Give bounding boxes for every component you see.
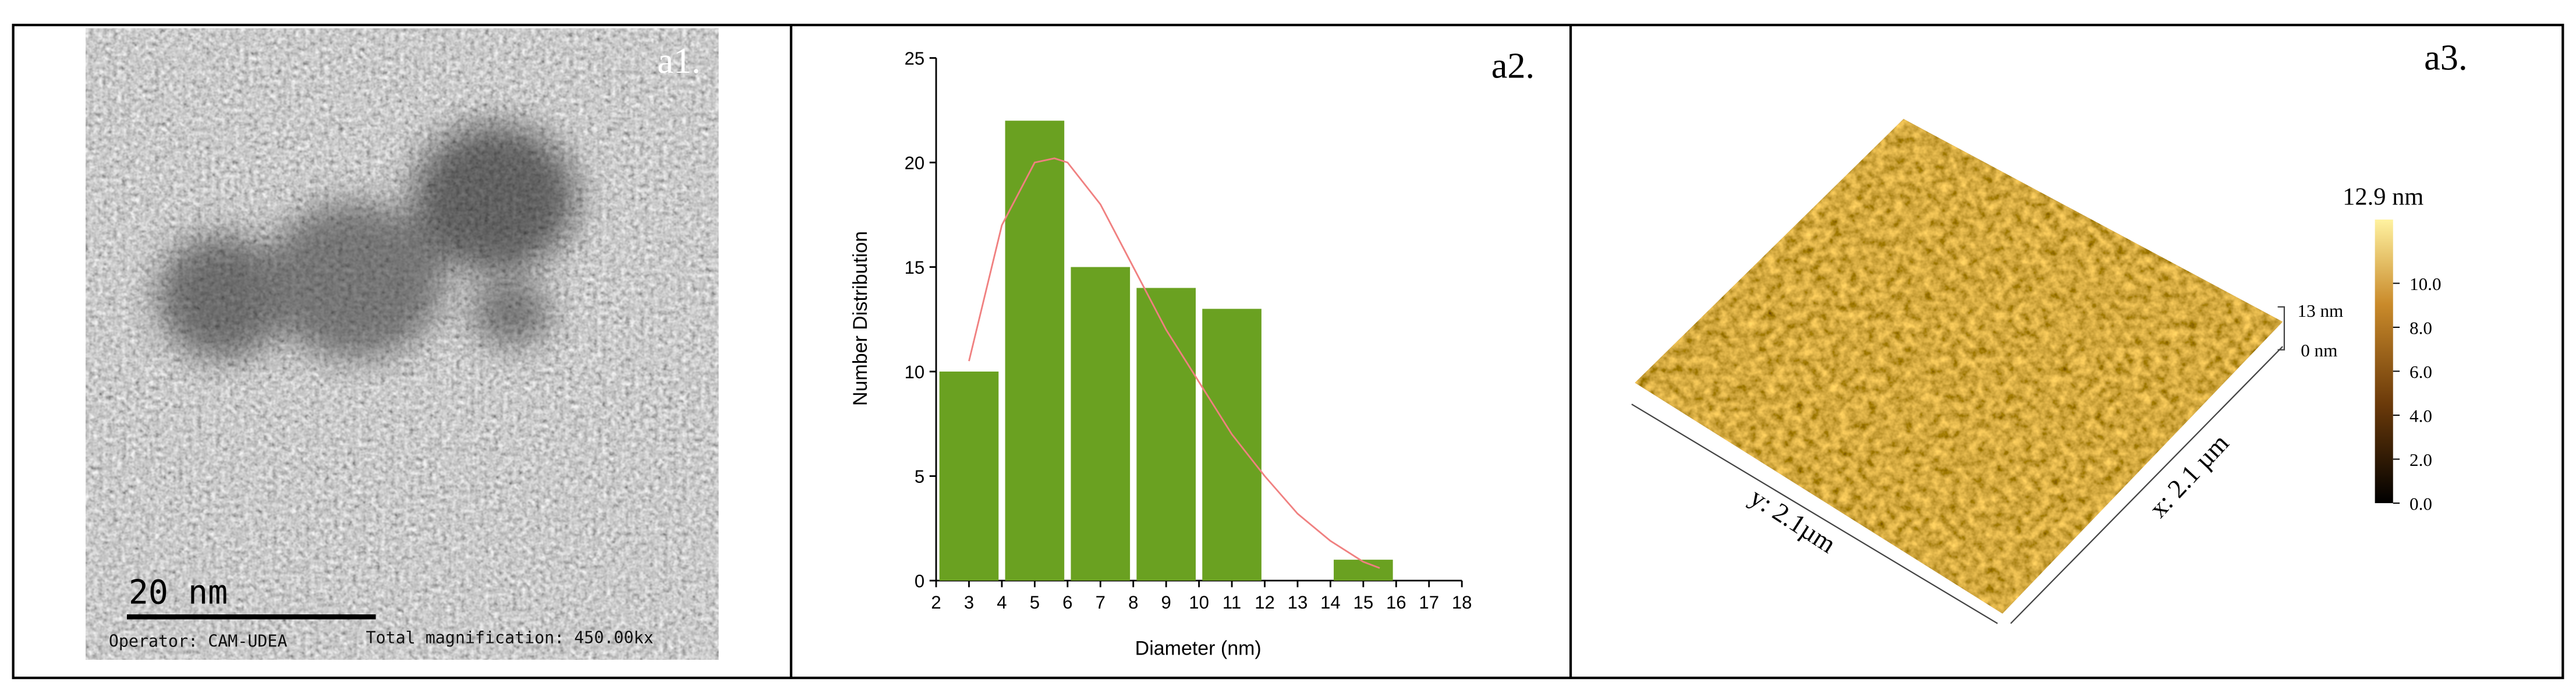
y-tick-label: 25 [905,48,925,69]
x-tick-label: 2 [931,592,941,613]
x-tick-label: 4 [997,592,1007,613]
x-tick-label: 8 [1128,592,1138,613]
x-tick-label: 16 [1386,592,1406,613]
x-tick-label: 7 [1096,592,1105,613]
x-tick-label: 5 [1030,592,1040,613]
y-tick-label: 10 [905,362,925,382]
afm-surface [1631,119,2286,624]
x-tick-label: 12 [1255,592,1275,613]
panel-label: a3. [2424,38,2467,77]
x-tick-label: 10 [1189,592,1209,613]
colorbar-tick-label: 2.0 [2410,450,2432,470]
bar [1071,267,1131,581]
panel-label: a2. [1491,47,1535,86]
y-axis-title: Number Distribution [849,231,871,406]
operator: Operator: CAM-UDEA [109,631,288,650]
y-tick-label: 20 [905,153,925,173]
x-tick-label: 17 [1419,592,1439,613]
bar [1136,288,1196,581]
x-tick-label: 6 [1062,592,1072,613]
colorbar-tick-label: 0.0 [2410,493,2432,514]
frame [12,23,2564,680]
bar [939,372,999,581]
z-top: 13 nm [2298,300,2344,321]
colorbar-tick-label: 8.0 [2410,317,2432,338]
x-axis-title: Diameter (nm) [1135,637,1262,659]
magnification: Total magnification: 450.00kx [366,628,654,648]
x-tick-label: 18 [1452,592,1472,613]
y-tick-label: 15 [905,257,925,278]
x-tick-label: 15 [1353,592,1374,613]
panel-label: a1. [657,41,700,81]
x-tick-label: 9 [1161,592,1171,613]
x-tick-label: 3 [964,592,974,613]
x-tick-label: 13 [1288,592,1308,613]
tem-image [86,28,719,660]
fit-curve [968,157,1380,569]
bar [1334,560,1393,581]
x-tick-label: 14 [1320,592,1341,613]
colorbar-tick-label: 6.0 [2410,362,2432,382]
bar [1005,121,1065,581]
x-tick-label: 11 [1223,592,1241,613]
colorbar-tick-label: 4.0 [2410,405,2432,426]
scale-bar-label: 20 nm [129,574,228,612]
colorbar [2375,220,2393,503]
y-tick-label: 0 [915,571,924,591]
y-tick-label: 5 [915,466,924,487]
bar [1202,309,1262,581]
colorbar-title: 12.9 nm [2343,183,2423,211]
z-bottom: 0 nm [2301,340,2337,360]
colorbar-tick-label: 10.0 [2410,274,2441,294]
